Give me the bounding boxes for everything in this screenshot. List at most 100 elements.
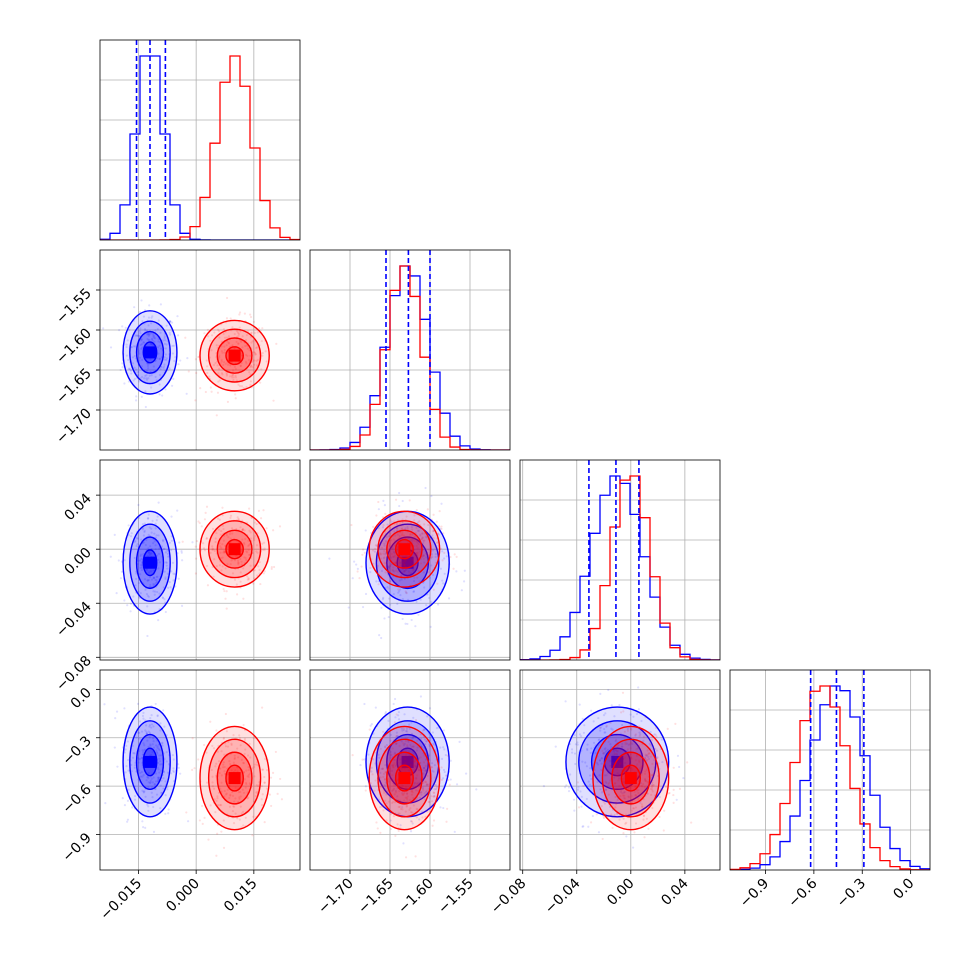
scatter-point-1 <box>238 736 242 740</box>
scatter-point-0 <box>133 556 136 560</box>
scatter-point-0 <box>154 787 157 790</box>
scatter-point-1 <box>634 785 637 788</box>
scatter-point-0 <box>433 788 436 791</box>
scatter-point-1 <box>241 529 244 532</box>
scatter-point-0 <box>542 785 546 788</box>
scatter-point-1 <box>385 562 388 565</box>
scatter-point-0 <box>148 731 151 734</box>
scatter-point-1 <box>610 764 613 767</box>
scatter-point-1 <box>398 789 401 793</box>
scatter-point-0 <box>398 504 401 508</box>
x-tick-label: −1.55 <box>435 876 477 918</box>
scatter-point-0 <box>118 329 121 332</box>
scatter-point-0 <box>609 760 612 763</box>
scatter-point-1 <box>637 788 640 791</box>
scatter-point-0 <box>166 567 169 570</box>
scatter-point-1 <box>623 730 626 733</box>
scatter-point-0 <box>397 718 401 721</box>
scatter-point-1 <box>409 764 412 767</box>
scatter-point-0 <box>678 765 681 769</box>
scatter-point-1 <box>187 370 190 373</box>
scatter-point-0 <box>389 580 392 583</box>
scatter-point-0 <box>142 774 145 777</box>
scatter-point-0 <box>172 572 175 575</box>
scatter-point-0 <box>154 527 157 530</box>
scatter-point-1 <box>211 781 214 784</box>
scatter-point-0 <box>435 726 439 730</box>
scatter-point-0 <box>398 590 401 593</box>
scatter-point-1 <box>379 806 382 809</box>
scatter-point-1 <box>248 782 251 785</box>
scatter-point-1 <box>615 803 618 806</box>
scatter-point-1 <box>622 777 625 780</box>
scatter-point-0 <box>130 346 133 349</box>
scatter-panel-3-0: −0.9−0.6−0.30.0−0.015 0.000 0.015 <box>59 669 301 923</box>
scatter-point-0 <box>146 579 149 582</box>
scatter-point-0 <box>143 529 146 532</box>
scatter-point-0 <box>152 740 155 743</box>
scatter-point-1 <box>241 529 244 532</box>
scatter-point-1 <box>252 351 256 354</box>
scatter-point-0 <box>157 778 160 782</box>
scatter-point-0 <box>156 766 159 769</box>
scatter-point-1 <box>231 794 235 797</box>
scatter-point-0 <box>131 806 134 809</box>
scatter-point-0 <box>564 700 567 703</box>
scatter-point-0 <box>138 352 141 355</box>
scatter-point-1 <box>237 334 240 337</box>
scatter-point-0 <box>401 805 404 809</box>
scatter-point-0 <box>158 357 161 361</box>
scatter-point-0 <box>156 357 159 360</box>
scatter-point-0 <box>408 723 411 726</box>
scatter-point-1 <box>643 786 646 789</box>
scatter-point-0 <box>639 782 643 785</box>
scatter-point-1 <box>231 809 235 813</box>
scatter-point-1 <box>361 553 364 556</box>
scatter-point-0 <box>160 763 163 766</box>
scatter-point-0 <box>143 530 146 534</box>
scatter-point-0 <box>417 569 420 572</box>
scatter-point-1 <box>253 331 256 335</box>
scatter-point-1 <box>614 748 617 751</box>
scatter-point-1 <box>244 339 248 342</box>
scatter-point-1 <box>245 362 248 365</box>
y-tick-label: −0.08 <box>53 653 95 695</box>
scatter-point-0 <box>389 819 392 822</box>
scatter-point-0 <box>412 736 415 739</box>
scatter-point-0 <box>149 332 153 335</box>
scatter-point-0 <box>395 735 398 738</box>
scatter-point-1 <box>672 793 675 797</box>
scatter-point-1 <box>253 765 256 769</box>
scatter-point-1 <box>239 526 242 529</box>
scatter-point-1 <box>632 807 635 810</box>
scatter-point-0 <box>623 796 626 800</box>
scatter-point-0 <box>141 320 144 323</box>
scatter-point-0 <box>132 345 136 348</box>
scatter-point-0 <box>418 818 421 821</box>
scatter-point-1 <box>686 761 689 764</box>
scatter-point-0 <box>399 593 402 597</box>
scatter-point-0 <box>146 739 149 742</box>
scatter-point-1 <box>442 532 445 535</box>
scatter-point-1 <box>213 798 216 801</box>
scatter-point-0 <box>417 769 421 772</box>
scatter-point-1 <box>640 784 643 788</box>
scatter-point-1 <box>260 803 264 807</box>
scatter-point-1 <box>249 537 253 540</box>
scatter-point-1 <box>220 358 223 361</box>
scatter-point-1 <box>620 711 623 714</box>
scatter-point-1 <box>427 570 430 574</box>
scatter-point-1 <box>220 349 223 353</box>
y-tick-label: −0.04 <box>53 599 95 641</box>
scatter-point-0 <box>464 772 468 775</box>
scatter-point-0 <box>140 563 143 566</box>
scatter-point-0 <box>637 708 641 711</box>
scatter-point-1 <box>634 806 638 809</box>
scatter-point-0 <box>409 743 412 747</box>
scatter-point-0 <box>383 503 386 507</box>
scatter-point-1 <box>402 561 405 564</box>
scatter-point-0 <box>597 739 600 742</box>
scatter-point-1 <box>395 742 398 745</box>
scatter-point-1 <box>263 549 266 552</box>
scatter-point-1 <box>219 533 222 536</box>
